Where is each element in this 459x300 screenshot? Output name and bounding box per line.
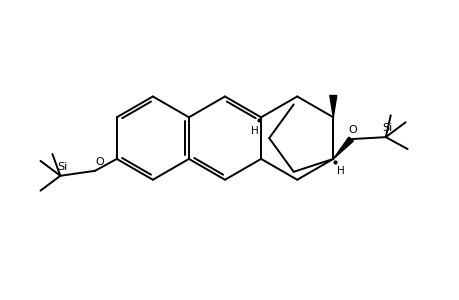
Text: Si: Si [57, 162, 67, 172]
Polygon shape [333, 137, 353, 159]
Text: H: H [336, 166, 344, 176]
Text: O: O [348, 125, 357, 135]
Polygon shape [329, 95, 336, 117]
Text: H: H [251, 126, 258, 136]
Text: Si: Si [382, 123, 392, 133]
Text: O: O [95, 157, 104, 167]
